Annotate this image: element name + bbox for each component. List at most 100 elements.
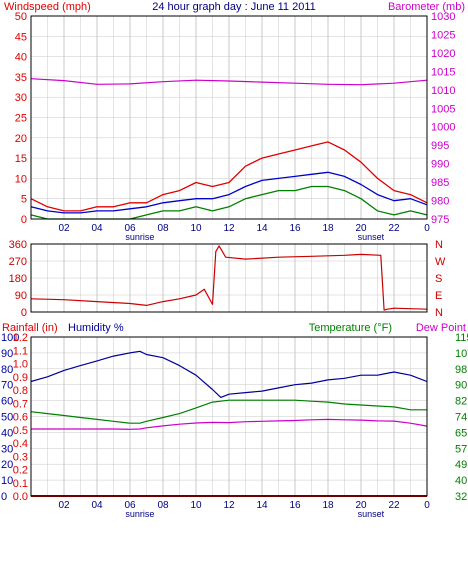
chart1-marker-sunrise: sunrise [125,232,154,242]
chart1-xtick-label: 22 [388,223,400,234]
chart1-y2tick-label: 1000 [431,122,455,134]
chart1-y2tick-label: 1025 [431,29,455,41]
chart1-y2tick-label: 985 [431,177,449,189]
chart3-frame [30,336,428,497]
chart1-frame [30,15,428,220]
chart3-humidity-tick-label: 60 [1,396,13,408]
chart3-rain-tick-label: 0.9 [13,372,28,384]
chart1-y2label: Barometer (mb) [388,1,465,13]
chart3-humidity-label: Humidity % [68,322,124,334]
chart3-rain-tick-label: 0.6 [13,412,28,424]
chart1-xtick-label: 06 [124,223,136,234]
chart2-ytick-label: 0 [21,307,27,319]
chart3-temp-label: Temperature (°F) [309,322,392,334]
chart3-humidity-tick-label: 40 [1,427,13,439]
chart3-humidity-tick-label: 10 [1,475,13,487]
chart2-ytick-label: 90 [15,290,27,302]
chart3-rain-tick-label: 0.8 [13,385,28,397]
chart1-xtick-label: 02 [58,223,70,234]
chart3-xtick-label: 12 [223,500,235,511]
chart3-humidity-tick-label: 70 [1,380,13,392]
chart3-xtick-label: 04 [91,500,103,511]
chart3-xtick-label: 06 [124,500,136,511]
chart2-frame [30,243,428,313]
chart3-temp-tick-label: 107 [455,348,468,360]
chart3-xtick-label: 10 [190,500,202,511]
chart3-humidity-tick-label: 0 [1,491,7,503]
chart1-marker-sunset: sunset [358,232,385,242]
chart3-xtick-label: 0 [424,500,430,511]
chart3-humidity-tick-label: 30 [1,443,13,455]
chart1-y2tick-label: 1010 [431,85,455,97]
chart1-y2tick-label: 1030 [431,11,455,23]
chart3-temp-tick-label: 115 [455,332,468,344]
chart3-series-dewpoint [31,418,428,430]
chart1-xtick-label: 08 [157,223,169,234]
chart3-marker-sunrise: sunrise [125,509,154,519]
chart1-title: 24 hour graph day : June 11 2011 [152,1,316,13]
chart1-ytick-label: 5 [21,194,27,206]
chart3-temp-tick-label: 90 [455,380,467,392]
chart1-ytick-label: 40 [15,52,27,64]
chart3-temp-tick-label: 98 [455,364,467,376]
chart1-series-gust [30,141,428,212]
chart3-rain-tick-label: 0.5 [13,425,28,437]
chart3-xtick-label: 20 [355,500,367,511]
chart1-y2tick-label: 980 [431,196,449,208]
chart1-y2tick-label: 995 [431,140,449,152]
chart1-y2tick-label: 990 [431,159,449,171]
chart3-dewpoint-label: Dew Point [416,322,466,334]
chart1-ytick-label: 30 [15,92,27,104]
chart3-rain-tick-label: 1.0 [13,359,28,371]
chart3-rain-tick-label: 0.3 [13,451,28,463]
chart1-series-average [30,171,428,214]
chart3-marker-sunset: sunset [358,509,385,519]
chart1-xtick-label: 0 [424,223,430,234]
chart3-rain-tick-label: 1.2 [13,332,28,344]
chart2-compass-label: S [435,273,442,285]
chart3-temp-tick-label: 74 [455,412,467,424]
chart2-ytick-label: 270 [9,256,27,268]
chart3-temp-tick-label: 65 [455,427,467,439]
chart1-xtick-label: 16 [289,223,301,234]
chart3-temp-tick-label: 40 [455,475,467,487]
chart1-y2tick-label: 975 [431,214,449,226]
chart3-xtick-label: 02 [58,500,70,511]
chart3-xtick-label: 18 [322,500,334,511]
chart3-xtick-label: 14 [256,500,268,511]
chart2-compass-label: W [435,256,446,268]
chart3-temp-tick-label: 49 [455,459,467,471]
chart1-xtick-label: 10 [190,223,202,234]
chart3-xtick-label: 22 [388,500,400,511]
chart3-rain-tick-label: 0.1 [13,478,28,490]
chart2-ytick-label: 360 [9,239,27,251]
chart3-series-humidity [30,350,428,398]
chart3-xtick-label: 16 [289,500,301,511]
chart3-rain-label: Rainfall (in) [2,322,58,334]
chart1-xtick-label: 14 [256,223,268,234]
chart3-temp-tick-label: 82 [455,396,467,408]
chart1-ytick-label: 15 [15,153,27,165]
chart1-ytick-label: 10 [15,173,27,185]
chart2-compass-label: N [435,239,443,251]
chart3-humidity-tick-label: 80 [1,364,13,376]
chart1-xtick-label: 12 [223,223,235,234]
chart3-humidity-tick-label: 50 [1,412,13,424]
chart3-rain-tick-label: 0.7 [13,398,28,410]
chart1-ytick-label: 50 [15,11,27,23]
chart1-ylabel: Windspeed (mph) [4,1,91,13]
chart2-series-direction [30,245,428,311]
chart1-y2tick-label: 1005 [431,103,455,115]
chart3-humidity-tick-label: 20 [1,459,13,471]
chart3-temp-tick-label: 57 [455,443,467,455]
chart1-xtick-label: 20 [355,223,367,234]
chart1-y2tick-label: 1020 [431,48,455,60]
chart1-y2tick-label: 1015 [431,66,455,78]
chart1-ytick-label: 20 [15,133,27,145]
chart2-compass-label: N [435,307,443,319]
chart1-ytick-label: 35 [15,72,27,84]
chart1-series-barometer [30,78,428,86]
chart1-ytick-label: 25 [15,113,27,125]
